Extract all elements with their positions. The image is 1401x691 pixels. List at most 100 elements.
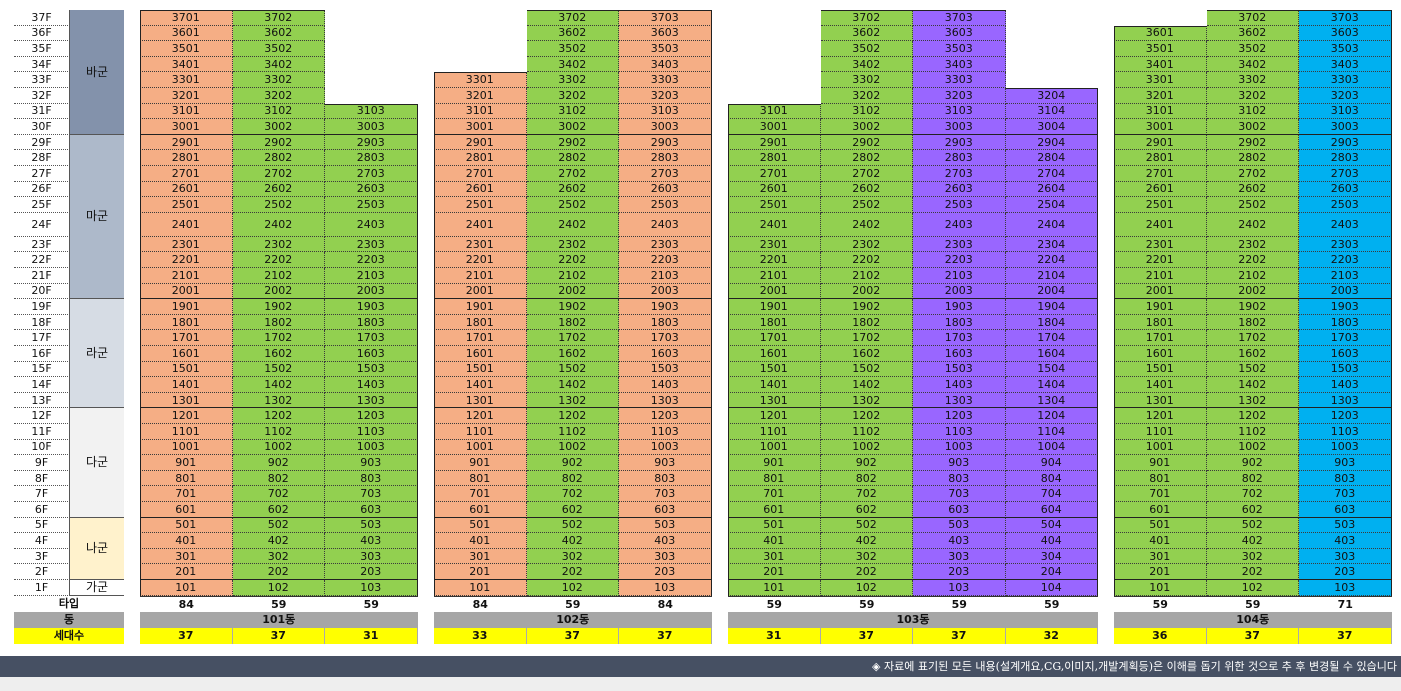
unit-cell: 2903: [619, 134, 712, 151]
zone-divider: [1206, 516, 1299, 518]
unit-cell: 2903: [325, 134, 418, 151]
unit-cell: 2802: [1206, 150, 1299, 166]
unit-cell: 704: [1005, 486, 1098, 502]
unit-cell: 601: [434, 502, 527, 518]
unit-cell: 2402: [1206, 212, 1299, 237]
unit-cell: 402: [820, 533, 913, 549]
unit-cell: 1501: [1114, 361, 1207, 378]
unit-cell: 903: [325, 455, 418, 471]
block-top-edge: [325, 103, 418, 105]
type-cell: 59: [820, 595, 913, 612]
unit-cell: 3002: [820, 119, 913, 135]
unit-cell: 302: [820, 548, 913, 565]
unit-cell: 1803: [619, 314, 712, 331]
unit-cell: 203: [913, 564, 1006, 580]
unit-cell: 2802: [526, 150, 619, 166]
unit-cell: 2401: [140, 212, 233, 237]
unit-cell: 801: [728, 470, 821, 487]
type-cell: 59: [1206, 595, 1299, 612]
unit-cell: 1601: [140, 346, 233, 362]
unit-cell: 1003: [325, 439, 418, 456]
zone-label: 라군: [70, 299, 124, 409]
floor-label: 32F: [14, 88, 70, 104]
unit-cell: 1903: [1299, 299, 1392, 315]
unit-cell: 3204: [1005, 88, 1098, 104]
unit-cell: 1503: [325, 361, 418, 378]
unit-cell: 302: [1206, 548, 1299, 565]
unit-cell: 2202: [526, 252, 619, 268]
unit-cell: 502: [820, 517, 913, 534]
unit-cell: 2502: [1206, 197, 1299, 213]
unit-cell: 1103: [325, 424, 418, 440]
unit-cell: 2801: [728, 150, 821, 166]
block-left-edge: [728, 103, 729, 596]
unit-cell: 1803: [913, 314, 1006, 331]
floor-label: 12F: [14, 408, 70, 424]
unit-cell: 203: [1299, 564, 1392, 580]
unit-cell: 1802: [232, 314, 325, 331]
unit-cell: 1701: [1114, 330, 1207, 346]
unit-cell: 1703: [913, 330, 1006, 346]
unit-cell: 2202: [820, 252, 913, 268]
unit-cell: 1601: [434, 346, 527, 362]
unit-cell: 201: [728, 564, 821, 580]
unit-cell: 3501: [1114, 41, 1207, 57]
type-cell: 59: [526, 595, 619, 612]
unit-cell: 2602: [526, 181, 619, 198]
unit-cell: 1003: [619, 439, 712, 456]
unit-cell: 2103: [1299, 268, 1392, 284]
unit-cell: 203: [325, 564, 418, 580]
unit-cell: 3603: [913, 25, 1006, 42]
unit-cell: 1903: [325, 299, 418, 315]
unit-cell: 201: [1114, 564, 1207, 580]
unit-cell: 2803: [913, 150, 1006, 166]
unit-cell: 3301: [1114, 72, 1207, 88]
unit-cell: 902: [820, 455, 913, 471]
type-cell: 84: [434, 595, 527, 612]
zone-label: 다군: [70, 408, 124, 518]
unit-cell: 903: [913, 455, 1006, 471]
unit-cell: 2801: [434, 150, 527, 166]
unit-cell: 3101: [1114, 103, 1207, 120]
unit-cell: 303: [913, 548, 1006, 565]
unit-cell: 702: [232, 486, 325, 502]
unit-cell: 1803: [1299, 314, 1392, 331]
unit-cell: 2703: [1299, 166, 1392, 182]
unit-cell: 1202: [526, 408, 619, 424]
unit-cell: 1404: [1005, 377, 1098, 393]
unit-cell: 1201: [728, 408, 821, 424]
zone-divider: [1114, 407, 1207, 409]
zone-divider: [913, 407, 1006, 409]
zone-divider: [140, 579, 233, 580]
unit-cell: 1403: [913, 377, 1006, 393]
dong-name: 103동: [728, 611, 1098, 628]
unit-cell: 2901: [140, 134, 233, 151]
unit-cell: 901: [728, 455, 821, 471]
unit-cell: 2001: [140, 283, 233, 300]
zone-divider: [1206, 298, 1299, 300]
block-top-edge: [526, 10, 619, 11]
unit-cell: 702: [820, 486, 913, 502]
unit-cell: 1502: [820, 361, 913, 378]
zone-divider: [619, 133, 712, 135]
zone-divider: [232, 516, 325, 518]
unit-cell: 1601: [1114, 346, 1207, 362]
unit-cell: 601: [1114, 502, 1207, 518]
unit-cell: 3201: [140, 88, 233, 104]
unit-cell: 1804: [1005, 314, 1098, 331]
zone-divider: [1114, 133, 1207, 135]
unit-cell: 2003: [325, 283, 418, 300]
floor-label: 30F: [14, 119, 70, 135]
unit-cell: 3603: [619, 25, 712, 42]
unit-cell: 2902: [526, 134, 619, 151]
unit-cell: 3302: [526, 72, 619, 88]
unit-cell: 803: [619, 470, 712, 487]
unit-cell: 2704: [1005, 166, 1098, 182]
unit-cell: 3002: [1206, 119, 1299, 135]
block-top-edge: [140, 10, 233, 11]
unit-cell: 2302: [1206, 236, 1299, 253]
unit-cell: 2002: [526, 283, 619, 300]
unit-cell: 2201: [1114, 252, 1207, 268]
unit-cell: 502: [232, 517, 325, 534]
unit-cell: 803: [325, 470, 418, 487]
